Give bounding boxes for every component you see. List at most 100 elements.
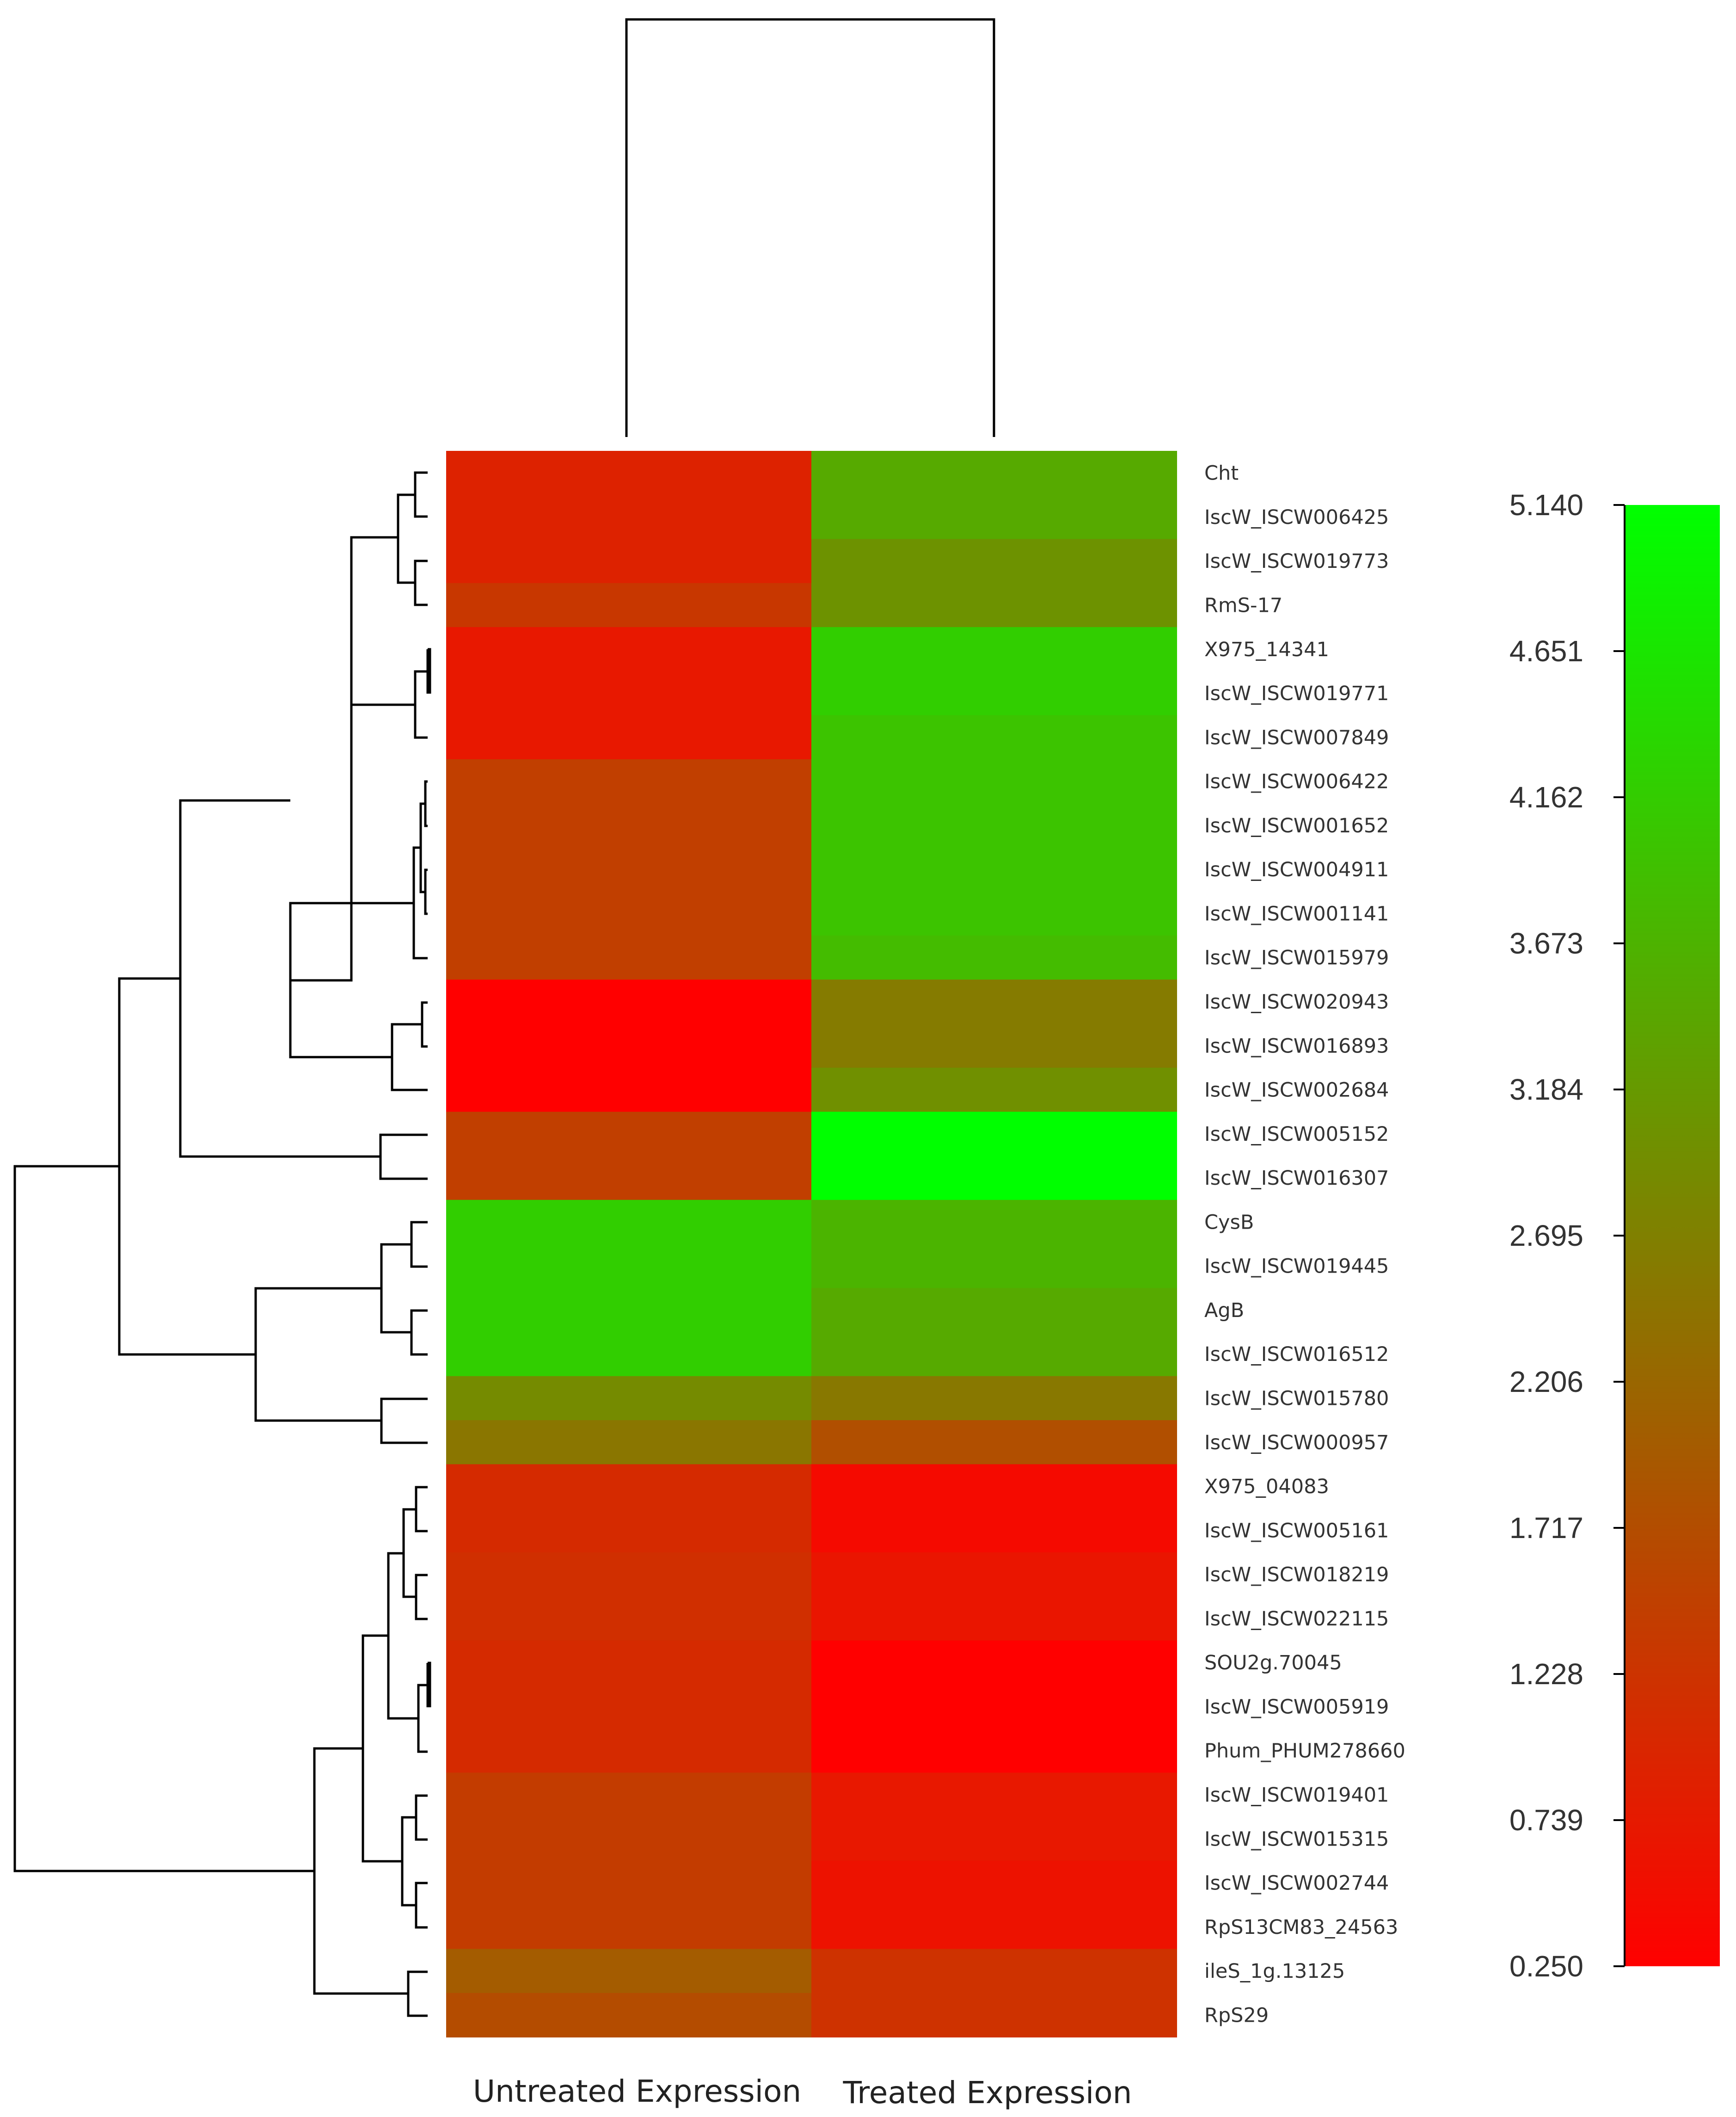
heatmap-cell xyxy=(811,1112,1177,1157)
heatmap-cell xyxy=(811,1156,1177,1200)
row-label: IscW_ISCW022115 xyxy=(1204,1607,1389,1631)
heatmap-cell xyxy=(446,1552,812,1597)
heatmap-cell xyxy=(811,539,1177,584)
heatmap-cell xyxy=(446,891,812,936)
heatmap-cell xyxy=(446,1023,812,1068)
color-scale-bar xyxy=(1625,505,1720,1966)
row-label: IscW_ISCW015315 xyxy=(1204,1828,1389,1851)
heatmap-cell xyxy=(811,1596,1177,1641)
heatmap-cell xyxy=(811,1200,1177,1244)
row-label: IscW_ISCW002684 xyxy=(1204,1079,1389,1102)
row-label: IscW_ISCW004911 xyxy=(1204,858,1389,881)
heatmap-cell xyxy=(446,847,812,892)
row-label: IscW_ISCW006425 xyxy=(1204,506,1389,529)
heatmap-cell xyxy=(446,671,812,716)
heatmap-cell xyxy=(446,451,812,496)
heatmap-cell xyxy=(446,1288,812,1333)
color-scale-tick-label: 2.695 xyxy=(1509,1219,1583,1252)
heatmap-cell xyxy=(446,1949,812,1994)
row-label: ileS_1g.13125 xyxy=(1204,1960,1345,1983)
heatmap-cell xyxy=(446,1244,812,1289)
row-label: IscW_ISCW015780 xyxy=(1204,1387,1389,1410)
heatmap-cell xyxy=(446,539,812,584)
row-label: IscW_ISCW019771 xyxy=(1204,682,1389,705)
heatmap-cell xyxy=(446,1112,812,1157)
row-label: IscW_ISCW019401 xyxy=(1204,1784,1389,1807)
heatmap-cell xyxy=(811,495,1177,540)
heatmap-cell xyxy=(446,495,812,540)
row-label: IscW_ISCW000957 xyxy=(1204,1431,1389,1454)
row-label: IscW_ISCW020943 xyxy=(1204,991,1389,1014)
heatmap-cell xyxy=(811,627,1177,672)
row-label: RpS13CM83_24563 xyxy=(1204,1916,1398,1939)
heatmap-cell xyxy=(446,935,812,980)
color-scale-tick-label: 4.162 xyxy=(1509,781,1583,814)
heatmap-cell xyxy=(811,935,1177,980)
row-label: IscW_ISCW018219 xyxy=(1204,1563,1389,1587)
row-label: IscW_ISCW005152 xyxy=(1204,1123,1389,1146)
heatmap-cell xyxy=(811,1729,1177,1773)
color-scale-tick-label: 3.184 xyxy=(1509,1073,1583,1106)
row-label: SOU2g.70045 xyxy=(1204,1651,1342,1674)
heatmap-cell xyxy=(811,803,1177,848)
heatmap-cell xyxy=(446,583,812,628)
heatmap-cell xyxy=(811,759,1177,804)
heatmap-cell xyxy=(811,1816,1177,1861)
heatmap-cell xyxy=(811,1905,1177,1950)
heatmap-cell xyxy=(446,979,812,1024)
row-label: IscW_ISCW019773 xyxy=(1204,550,1389,573)
color-scale-tick-label: 0.739 xyxy=(1509,1803,1583,1837)
heatmap-cell xyxy=(811,1508,1177,1553)
row-label: CysB xyxy=(1204,1211,1254,1234)
row-label: IscW_ISCW016512 xyxy=(1204,1343,1389,1366)
color-scale-tick-label: 4.651 xyxy=(1509,634,1583,668)
heatmap-cell xyxy=(811,1772,1177,1817)
heatmap-cell xyxy=(811,583,1177,628)
heatmap-cell xyxy=(811,891,1177,936)
heatmap-cell xyxy=(811,451,1177,496)
heatmap-cell xyxy=(446,1640,812,1685)
heatmap-cell xyxy=(811,979,1177,1024)
heatmap-cell xyxy=(811,847,1177,892)
row-label: IscW_ISCW016893 xyxy=(1204,1034,1389,1058)
row-label: Phum_PHUM278660 xyxy=(1204,1740,1405,1763)
color-scale-tick-label: 2.206 xyxy=(1509,1365,1583,1398)
row-label: X975_04083 xyxy=(1204,1475,1329,1498)
heatmap-cell xyxy=(446,1729,812,1773)
color-scale-tick-label: 1.717 xyxy=(1509,1511,1583,1545)
heatmap-cell xyxy=(811,1420,1177,1465)
heatmap-cell xyxy=(811,715,1177,760)
color-scale-tick-label: 5.140 xyxy=(1509,488,1583,522)
color-scale-legend: 5.140 4.651 4.162 3.673 3.184 2.695 2.206 1.717… xyxy=(1509,488,1720,1983)
column-labels: Untreated Expression Treated Expression xyxy=(473,2074,1132,2111)
row-labels: Cht IscW_ISCW006425 IscW_ISCW019773 RmS-17 X… xyxy=(1204,462,1405,2027)
heatmap-cell xyxy=(446,1508,812,1553)
column-label-treated: Treated Expression xyxy=(843,2075,1132,2111)
heatmap-cell xyxy=(446,715,812,760)
row-label: IscW_ISCW007849 xyxy=(1204,726,1389,749)
heatmap-cell xyxy=(811,671,1177,716)
heatmap-cell xyxy=(446,1772,812,1817)
heatmap-cell xyxy=(446,1993,812,2037)
color-scale-tick-label: 1.228 xyxy=(1509,1657,1583,1691)
row-label: IscW_ISCW002744 xyxy=(1204,1872,1389,1895)
heatmap-cell xyxy=(811,1993,1177,2037)
color-scale-tick-label: 0.250 xyxy=(1509,1950,1583,1983)
heatmap-cell xyxy=(446,1860,812,1906)
heatmap-cell xyxy=(811,1640,1177,1685)
heatmap-cell xyxy=(446,1464,812,1509)
column-label-untreated: Untreated Expression xyxy=(473,2074,801,2109)
heatmap-cell xyxy=(446,1332,812,1377)
heatmap-cell xyxy=(446,1376,812,1421)
row-label: RmS-17 xyxy=(1204,594,1282,617)
heatmap-cell xyxy=(446,1067,812,1113)
heatmap-cell xyxy=(446,627,812,672)
row-label: X975_14341 xyxy=(1204,638,1329,661)
row-label: IscW_ISCW006422 xyxy=(1204,770,1389,794)
heatmap-cells xyxy=(446,451,1177,2037)
row-label: AgB xyxy=(1204,1299,1244,1322)
row-label: IscW_ISCW019445 xyxy=(1204,1255,1389,1278)
row-label: IscW_ISCW015979 xyxy=(1204,947,1389,970)
heatmap-cell xyxy=(811,1552,1177,1597)
